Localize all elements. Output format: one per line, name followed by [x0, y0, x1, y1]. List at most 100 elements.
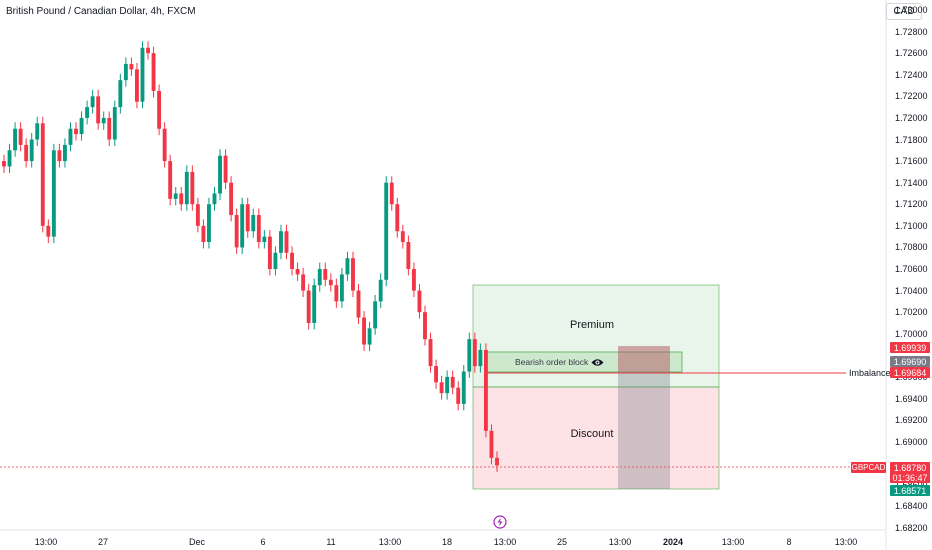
- candle-body: [190, 171, 195, 205]
- candle-body: [62, 144, 67, 162]
- candle-body: [129, 63, 134, 70]
- candle-body: [195, 204, 200, 226]
- lightning-icon[interactable]: [493, 515, 507, 529]
- candle-body: [173, 193, 178, 199]
- low-price-tag: 1.68571: [890, 485, 930, 496]
- candle-body: [367, 328, 372, 345]
- candle-body: [395, 204, 400, 232]
- imbalance-label: Imbalance: [849, 368, 891, 378]
- candle-body: [295, 269, 300, 275]
- price-tick: 1.72600: [895, 48, 928, 59]
- time-tick: 25: [556, 537, 568, 547]
- candle-body: [495, 457, 499, 466]
- candle-body: [234, 215, 239, 248]
- chart-title: British Pound / Canadian Dollar, 4h, FXC…: [6, 6, 196, 17]
- premium-zone: [472, 284, 720, 388]
- candle-body: [107, 117, 112, 140]
- candle-body: [51, 150, 56, 237]
- price-tick: 1.70800: [895, 242, 928, 253]
- price-tick: 1.69000: [895, 436, 928, 447]
- premium-label: Premium: [569, 319, 615, 331]
- candle-body: [57, 150, 62, 162]
- time-tick: 13:00: [721, 537, 745, 547]
- fvg-column: [618, 346, 670, 489]
- candle-body: [229, 182, 234, 216]
- candle-body: [456, 387, 461, 404]
- time-tick: 8: [786, 537, 792, 547]
- discount-zone: [472, 386, 720, 490]
- price-tag-imbalance: 1.69684: [890, 367, 930, 378]
- candle-body: [2, 161, 6, 167]
- time-tick: 11: [326, 537, 336, 547]
- order-block-label: Bearish order block: [515, 357, 589, 367]
- candle-body: [13, 128, 18, 151]
- price-tick: 1.68600: [895, 480, 928, 490]
- candle-body: [79, 117, 84, 135]
- candle-body: [140, 47, 145, 102]
- candle-body: [90, 96, 95, 108]
- candle-body: [428, 339, 433, 367]
- candle-body: [423, 312, 427, 340]
- time-tick: 13:00: [834, 537, 858, 547]
- time-tick: 6: [260, 537, 266, 547]
- candle-body: [384, 182, 389, 280]
- eye-icon[interactable]: [591, 358, 604, 367]
- candle-body: [411, 269, 416, 291]
- time-tick: 18: [441, 537, 453, 547]
- candle-body: [317, 269, 322, 286]
- candle-body: [168, 161, 173, 199]
- candle-body: [118, 80, 123, 108]
- price-tick: 1.69200: [895, 415, 928, 426]
- price-tick: 1.68400: [895, 501, 928, 512]
- candle-body: [223, 155, 228, 183]
- price-tick: 1.69400: [895, 393, 928, 404]
- time-tick: 13:00: [493, 537, 517, 547]
- candle-body: [179, 193, 184, 205]
- candle-body: [378, 279, 383, 302]
- candle-body: [373, 301, 378, 329]
- candle-body: [85, 107, 90, 118]
- candle-body: [483, 349, 488, 431]
- candles-layer: [2, 41, 499, 472]
- candle-body: [323, 269, 328, 280]
- candle-body: [46, 225, 51, 237]
- time-tick: 13:00: [34, 537, 58, 547]
- candle-body: [162, 128, 167, 162]
- time-tick: 13:00: [608, 537, 632, 547]
- time-tick: 27: [97, 537, 109, 547]
- price-tag-high: 1.69939: [890, 342, 930, 353]
- candle-body: [184, 171, 189, 205]
- price-tick: 1.73000: [895, 5, 928, 15]
- candle-body: [40, 123, 45, 226]
- candle-body: [18, 128, 23, 145]
- price-tick: 1.70400: [895, 285, 928, 296]
- candle-body: [467, 339, 472, 372]
- candle-body: [389, 182, 394, 205]
- candle-body: [201, 225, 206, 243]
- time-tick: 2024: [662, 537, 684, 547]
- candle-body: [273, 252, 278, 269]
- chart-grid: [0, 0, 887, 550]
- candle-body: [279, 231, 283, 253]
- candle-body: [290, 252, 294, 269]
- candle-body: [351, 258, 355, 291]
- fvg-top: [618, 346, 670, 372]
- candle-body: [356, 290, 361, 318]
- countdown-tag: 01:36:47: [890, 472, 930, 483]
- candle-body: [312, 285, 317, 323]
- candle-body: [328, 279, 333, 286]
- candle-body: [157, 90, 162, 129]
- discount-label: Discount: [570, 428, 614, 440]
- candle-body: [450, 376, 455, 388]
- price-tick: 1.71800: [895, 134, 928, 145]
- currency-button[interactable]: CAD: [886, 3, 922, 20]
- candle-body: [472, 339, 477, 367]
- candle-body: [207, 204, 211, 243]
- candle-body: [417, 290, 422, 313]
- candle-body: [345, 258, 350, 275]
- candle-body: [212, 193, 217, 205]
- time-tick: Dec: [188, 537, 206, 547]
- candle-body: [489, 430, 494, 458]
- price-tick: 1.71000: [895, 220, 928, 231]
